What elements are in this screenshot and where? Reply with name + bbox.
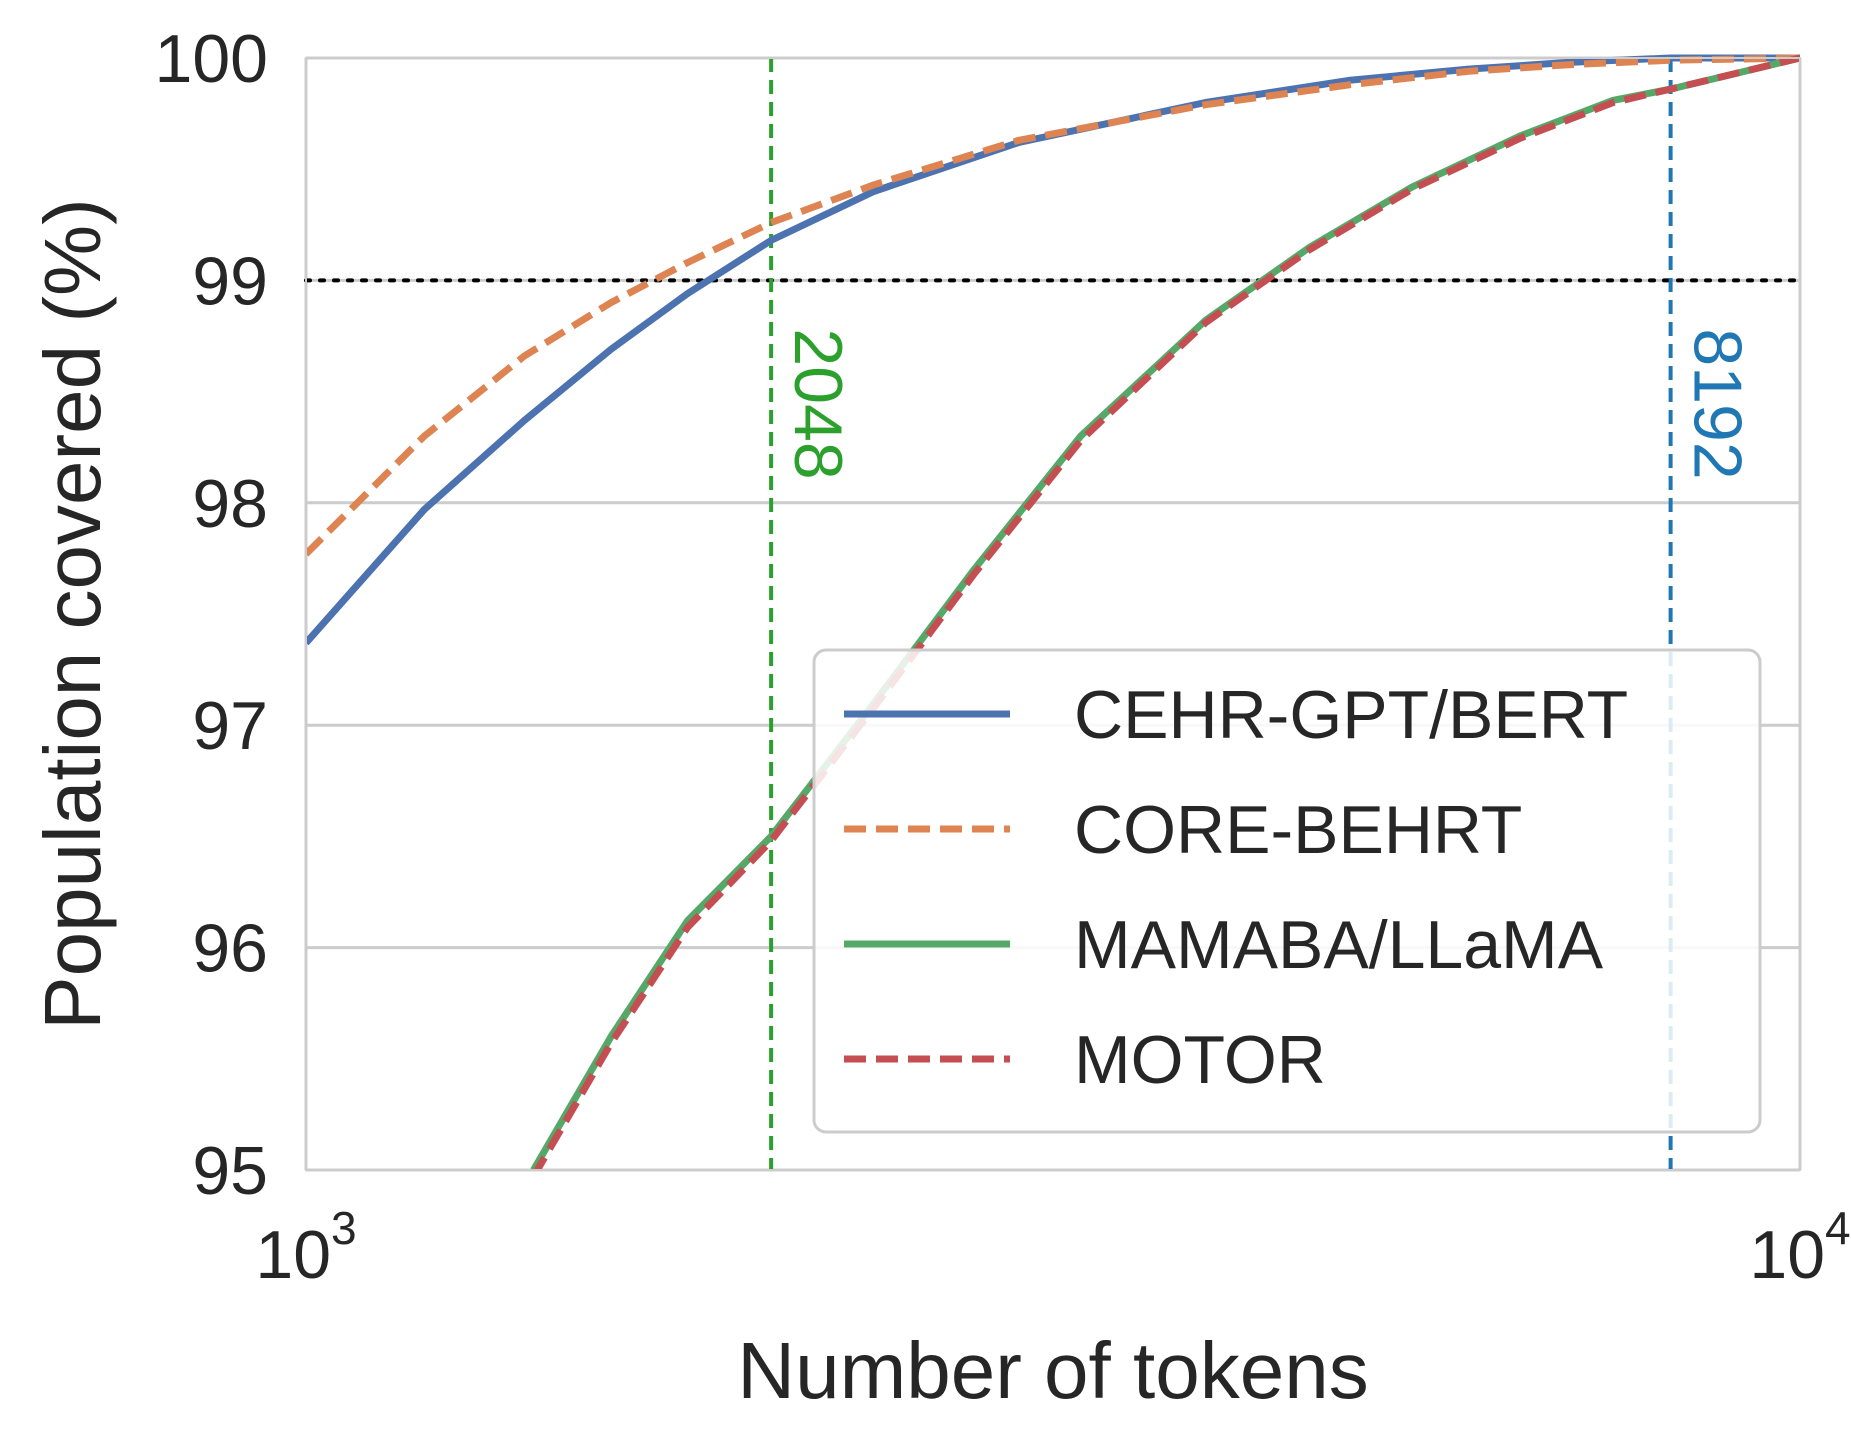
y-axis-title: Population covered (%)	[28, 198, 117, 1030]
legend-label: MAMABA/LLaMA	[1074, 907, 1604, 983]
legend-box	[812, 648, 1762, 1134]
y-tick-label: 95	[192, 1133, 268, 1209]
context-length-label: 8192	[1680, 328, 1756, 479]
y-tick-label: 100	[155, 21, 268, 97]
legend-label: CORE-BEHRT	[1074, 792, 1522, 868]
y-tick-label: 98	[192, 466, 268, 542]
context-length-label: 2048	[780, 328, 856, 479]
y-tick-label: 97	[192, 688, 268, 764]
series-layer	[306, 54, 1801, 1170]
x-tick-label: 103	[255, 1202, 356, 1293]
axis-layer: 95 96 97 98 99 100 103 104	[155, 21, 1851, 1293]
legend-label: CEHR-GPT/BERT	[1074, 677, 1628, 753]
plot-frame	[305, 57, 1801, 1171]
series-line	[533, 54, 1801, 1170]
x-axis-title: Number of tokens	[737, 1326, 1368, 1415]
legend-label: MOTOR	[1074, 1022, 1326, 1098]
x-tick-label: 104	[1749, 1202, 1850, 1293]
legend: CEHR-GPT/BERT CORE-BEHRT MAMABA/LLaMA MOTOR	[812, 648, 1762, 1134]
y-tick-label: 99	[192, 243, 268, 319]
y-tick-label: 96	[192, 911, 268, 987]
